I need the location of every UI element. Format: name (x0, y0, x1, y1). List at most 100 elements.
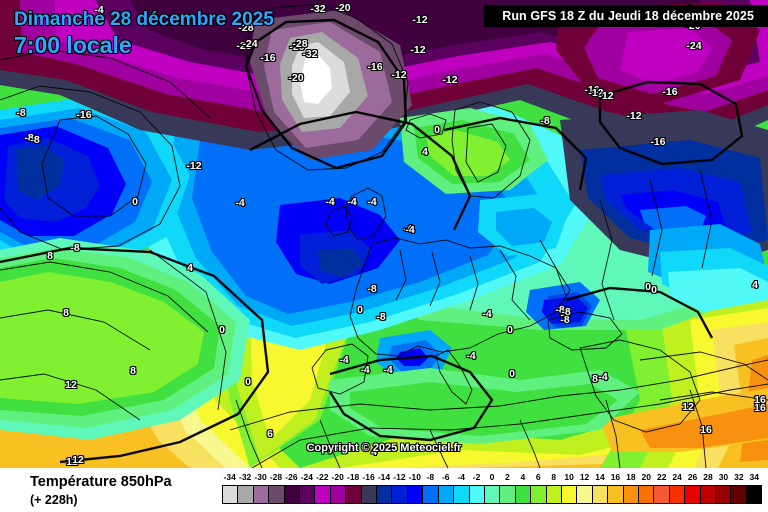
color-swatch-14[interactable] (592, 486, 609, 503)
contour-label: 12 (72, 454, 84, 466)
color-swatch-18[interactable] (623, 486, 639, 503)
contour-label: 0 (645, 281, 651, 293)
contour-label: -12 (598, 90, 614, 102)
contour-label: -16 (76, 109, 92, 121)
scale-tick-24: 24 (672, 472, 682, 482)
contour-label: -16 (650, 136, 666, 148)
color-scale[interactable]: -34 -32 -30 -28 -26 -24 -22 -20 -18 -16 -14 -12 -10-… (222, 472, 762, 504)
contour-label: 0 (245, 376, 251, 388)
contour-label: -28 (236, 40, 252, 52)
contour-label: -28 (238, 22, 254, 34)
contour-label: 0 (507, 324, 513, 336)
color-swatch-12[interactable] (577, 486, 593, 503)
contour-label: -24 (686, 40, 702, 52)
color-swatch-6[interactable] (531, 486, 547, 503)
contour-label: -20 (335, 2, 351, 14)
color-swatch-26[interactable] (685, 486, 701, 503)
valid-hour-text: 7:00 locale (14, 31, 132, 58)
contour-label: -4 (94, 4, 104, 16)
contour-label: -12 (186, 160, 202, 172)
color-swatch--10[interactable] (407, 486, 424, 503)
color-swatch--26[interactable] (284, 486, 301, 503)
color-swatch--12[interactable] (392, 486, 408, 503)
color-swatch--32[interactable] (238, 486, 254, 503)
temperature-map-canvas[interactable]: -4-32-20-12-24-200-44-28-20-28-20-24-24-… (0, 0, 768, 468)
contour-label: -8 (555, 304, 565, 316)
color-swatch-22[interactable] (654, 486, 670, 503)
scale-tick-16: 16 (610, 472, 621, 482)
color-swatch--20[interactable] (330, 486, 347, 503)
color-swatch--28[interactable] (269, 486, 285, 503)
color-swatch--2[interactable] (469, 486, 485, 503)
contour-label: -20 (288, 72, 304, 84)
forecast-hour-label: (+ 228h) (30, 493, 78, 507)
color-swatch-0[interactable] (484, 486, 501, 503)
color-scale-bar[interactable] (222, 485, 762, 504)
valid-date-text: Dimanche 28 décembre 2025 (14, 9, 274, 30)
color-swatch--34[interactable] (223, 486, 239, 503)
color-swatch--22[interactable] (315, 486, 331, 503)
color-swatch-4[interactable] (515, 486, 532, 503)
color-swatch--24[interactable] (300, 486, 316, 503)
contour-label: -8 (367, 283, 377, 295)
contour-label: -8 (70, 242, 80, 254)
scale-tick--18: -18 (346, 472, 360, 482)
contour-label: -4 (405, 224, 415, 236)
scale-tick-2: 2 (505, 472, 510, 482)
color-swatch-20[interactable] (638, 486, 655, 503)
contour-label: -12 (186, 160, 202, 172)
contour-label: -16 (584, 84, 600, 96)
color-swatch-32[interactable] (731, 486, 747, 503)
scale-tick-28: 28 (703, 472, 713, 482)
model-run-banner: Run GFS 18 Z du Jeudi 18 décembre 2025 (484, 5, 768, 27)
color-swatch--8[interactable] (423, 486, 439, 503)
contour-label: -12 (626, 110, 642, 122)
contour-label: 8 (130, 365, 136, 377)
color-swatch--18[interactable] (346, 486, 362, 503)
color-swatch-24[interactable] (669, 486, 686, 503)
contour-label: -28 (292, 38, 308, 50)
color-swatch--14[interactable] (377, 486, 393, 503)
color-swatch--30[interactable] (253, 486, 270, 503)
contour-label: -4 (347, 196, 357, 208)
contour-label: 16 (754, 394, 766, 406)
color-swatch--16[interactable] (361, 486, 378, 503)
color-swatch-28[interactable] (700, 486, 716, 503)
contour-label: -4 (339, 354, 349, 366)
contour-label: -4 (383, 364, 393, 376)
color-swatch-34[interactable] (746, 486, 762, 503)
color-swatch-10[interactable] (561, 486, 578, 503)
color-swatch--4[interactable] (454, 486, 470, 503)
contour-label: -8 (376, 311, 386, 323)
color-swatch-30[interactable] (716, 486, 732, 503)
contour-label: -12 (412, 14, 428, 26)
scale-tick--24: -24 (300, 472, 313, 482)
color-scale-ticks: -34 -32 -30 -28 -26 -24 -22 -20 -18 -16 -14 -12 -10-… (222, 472, 762, 485)
temperature-field-svg (0, 0, 768, 468)
scale-tick-22: 22 (656, 472, 667, 482)
contour-label: -4 (403, 223, 413, 235)
scale-tick-6: 6 (535, 472, 541, 482)
contour-label: 4 (752, 279, 758, 291)
color-swatch-8[interactable] (546, 486, 562, 503)
scale-tick-12: 12 (579, 472, 590, 482)
scale-tick--8: -8 (426, 472, 435, 482)
contour-label: -4 (367, 196, 377, 208)
contour-label: 4 (187, 262, 193, 274)
contour-label: -4 (325, 196, 335, 208)
scale-tick--34: -34 (223, 472, 236, 482)
contour-label: 8 (592, 373, 598, 385)
contour-label: 8 (63, 307, 69, 319)
color-swatch--6[interactable] (438, 486, 455, 503)
contour-label: 12 (65, 379, 77, 391)
contour-label: -4 (482, 308, 492, 320)
contour-label: -4 (560, 309, 570, 321)
scale-tick--12: -12 (393, 472, 406, 482)
color-swatch-16[interactable] (608, 486, 624, 503)
color-swatch-2[interactable] (500, 486, 516, 503)
scale-tick--20: -20 (331, 472, 344, 482)
contour-label: 0 (219, 324, 225, 336)
contour-label: -8 (540, 115, 550, 127)
contour-label: -12 (410, 44, 426, 56)
contour-label: 0 (357, 304, 363, 316)
